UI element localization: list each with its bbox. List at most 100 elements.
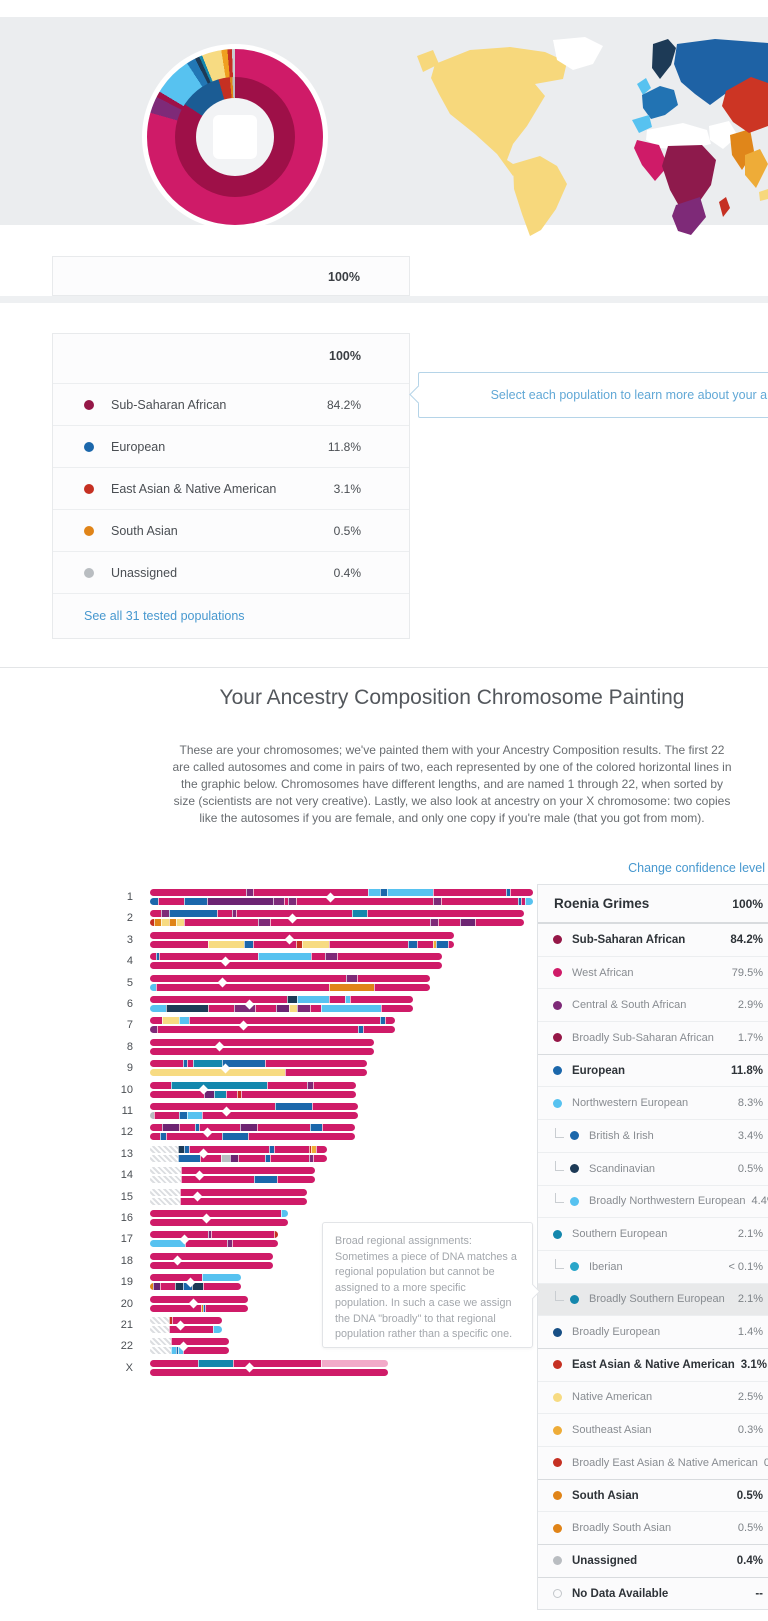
- legend-row[interactable]: Southern European 2.1%: [538, 1217, 768, 1250]
- ancestry-segment-EA: [236, 1090, 241, 1098]
- chromosome-16-bot-bar[interactable]: [150, 1219, 288, 1226]
- chromosome-X-top-bar[interactable]: [150, 1359, 388, 1367]
- chromosome-7-top-bar[interactable]: [150, 1017, 395, 1025]
- legend-row[interactable]: East Asian & Native American 3.1%: [538, 1347, 768, 1381]
- chromosome-17-top-bar[interactable]: [150, 1231, 278, 1239]
- legend-value: 0.5%: [736, 1489, 763, 1502]
- chromosome-9-bot-bar[interactable]: [150, 1069, 367, 1077]
- legend-row[interactable]: Broadly Sub-Saharan African 1.7%: [538, 1021, 768, 1054]
- ancestry-segment-E: [265, 1154, 271, 1162]
- legend-row[interactable]: Scandinavian 0.5%: [538, 1151, 768, 1185]
- chromosome-2-bot-bar[interactable]: [150, 919, 524, 927]
- chromosome-12-top-bar[interactable]: [150, 1124, 355, 1132]
- chromosome-5-bot-bar[interactable]: [150, 983, 430, 991]
- chromosome-1-top-bar[interactable]: [150, 889, 533, 896]
- chromosome-1-bot-bar[interactable]: [150, 898, 533, 905]
- legend-color-dot: [553, 935, 562, 945]
- chromosome-11-bot-bar[interactable]: [150, 1112, 358, 1119]
- chromosome-19-bot-bar[interactable]: [150, 1283, 241, 1291]
- chromosome-20-bot-bar[interactable]: [150, 1304, 248, 1312]
- donut-inner-ring: [175, 77, 295, 197]
- ancestry-segment-M: [269, 919, 431, 927]
- ancestry-segment-M: [253, 940, 296, 948]
- map-greenland: [553, 37, 603, 70]
- chromosome-5-top-bar[interactable]: [150, 974, 430, 982]
- legend-row[interactable]: Central & South African 2.9%: [538, 988, 768, 1021]
- chromosome-6-bot-bar[interactable]: [150, 1005, 413, 1012]
- chromosome-18-bot-bar[interactable]: [150, 1261, 273, 1269]
- summary-row[interactable]: Unassigned 0.4%: [53, 551, 409, 593]
- chromosome-9-top-bar[interactable]: [150, 1060, 367, 1068]
- legend-row[interactable]: Unassigned 0.4%: [538, 1544, 768, 1577]
- chromosome-13-top-bar[interactable]: [150, 1145, 327, 1153]
- chromosome-15-bot-bar[interactable]: [150, 1197, 307, 1205]
- ancestry-segment-ND: [150, 1154, 179, 1162]
- population-label: South Asian: [111, 523, 178, 538]
- chromosome-8-top-bar[interactable]: [150, 1038, 374, 1046]
- legend-row[interactable]: Iberian < 0.1%: [538, 1249, 768, 1283]
- chromosome-3-top-bar[interactable]: [150, 931, 454, 939]
- legend-row[interactable]: Broadly Southern European 2.1%: [538, 1282, 768, 1316]
- summary-row[interactable]: East Asian & Native American 3.1%: [53, 467, 409, 509]
- summary-row[interactable]: Sub-Saharan African 84.2%: [53, 383, 409, 425]
- chromosome-18-top-bar[interactable]: [150, 1252, 273, 1260]
- chromosome-3-bot-bar[interactable]: [150, 940, 454, 948]
- ancestry-segment-M: [312, 1154, 327, 1162]
- chromosome-7-bot-bar[interactable]: [150, 1026, 395, 1034]
- legend-row[interactable]: Southeast Asian 0.3%: [538, 1413, 768, 1446]
- chromosome-11-top-bar[interactable]: [150, 1103, 358, 1110]
- see-all-populations-link[interactable]: See all 31 tested populations: [84, 609, 245, 623]
- ancestry-donut-chart[interactable]: [147, 49, 323, 225]
- legend-row[interactable]: No Data Available --: [538, 1576, 768, 1610]
- map-north-america: [431, 47, 567, 176]
- legend-row[interactable]: West African 79.5%: [538, 955, 768, 989]
- chromosome-row-9: 9: [0, 1060, 768, 1077]
- chromosome-4-bot-bar[interactable]: [150, 962, 442, 970]
- ancestry-legend-panel: Roenia Grimes 100% Sub-Saharan African 84…: [537, 884, 768, 1611]
- legend-color-dot: [553, 1392, 562, 1402]
- ancestry-segment-EA: [295, 940, 302, 948]
- chromosome-10-bot-bar[interactable]: [150, 1090, 356, 1098]
- legend-row[interactable]: British & Irish 3.4%: [538, 1119, 768, 1152]
- legend-row[interactable]: European 11.8%: [538, 1053, 768, 1087]
- legend-color-dot: [570, 1196, 579, 1206]
- chromosome-21-bot-bar[interactable]: [150, 1326, 222, 1333]
- legend-row[interactable]: Broadly South Asian 0.5%: [538, 1511, 768, 1544]
- legend-row[interactable]: Sub-Saharan African 84.2%: [538, 923, 768, 956]
- change-confidence-level-link[interactable]: Change confidence level: [628, 861, 765, 875]
- chromosome-14-top-bar[interactable]: [150, 1167, 315, 1175]
- legend-row[interactable]: Native American 2.5%: [538, 1380, 768, 1414]
- legend-row[interactable]: Broadly European 1.4%: [538, 1315, 768, 1348]
- legend-row[interactable]: Northwestern European 8.3%: [538, 1086, 768, 1119]
- chromosome-10-top-bar[interactable]: [150, 1081, 356, 1089]
- chromosome-2-top-bar[interactable]: [150, 910, 524, 918]
- world-map[interactable]: [415, 34, 768, 242]
- legend-row[interactable]: Broadly Northwestern European 4.4%: [538, 1184, 768, 1218]
- chromosome-4-top-bar[interactable]: [150, 953, 442, 961]
- chromosome-X-bot-bar[interactable]: [150, 1368, 388, 1376]
- legend-label: East Asian & Native American: [572, 1358, 735, 1371]
- summary-row[interactable]: South Asian 0.5%: [53, 509, 409, 551]
- ancestry-segment-M: [211, 1231, 275, 1239]
- chromosome-22-bot-bar[interactable]: [150, 1347, 229, 1355]
- legend-row[interactable]: South Asian 0.5%: [538, 1478, 768, 1512]
- ancestry-segment-NW: [368, 889, 380, 896]
- chromosome-22-top-bar[interactable]: [150, 1338, 229, 1346]
- ancestry-segment-M: [150, 1047, 374, 1055]
- chromosome-16-top-bar[interactable]: [150, 1210, 288, 1217]
- chromosome-8-bot-bar[interactable]: [150, 1047, 374, 1055]
- chromosome-6-top-bar[interactable]: [150, 996, 413, 1003]
- chromosome-20-top-bar[interactable]: [150, 1295, 248, 1303]
- chromosome-21-top-bar[interactable]: [150, 1317, 222, 1324]
- chromosome-13-bot-bar[interactable]: [150, 1154, 327, 1162]
- chromosome-14-bot-bar[interactable]: [150, 1176, 315, 1184]
- chromosome-12-bot-bar[interactable]: [150, 1133, 355, 1141]
- chromosome-19-top-bar[interactable]: [150, 1274, 241, 1282]
- legend-row[interactable]: Broadly East Asian & Native American 0.2%: [538, 1446, 768, 1479]
- ancestry-segment-P: [258, 919, 270, 927]
- chromosome-row-3: 3: [0, 931, 768, 948]
- chromosome-17-bot-bar[interactable]: [150, 1240, 278, 1248]
- summary-row[interactable]: European 11.8%: [53, 425, 409, 467]
- chromosome-15-top-bar[interactable]: [150, 1188, 307, 1196]
- legend-value: 4.4%: [751, 1195, 768, 1208]
